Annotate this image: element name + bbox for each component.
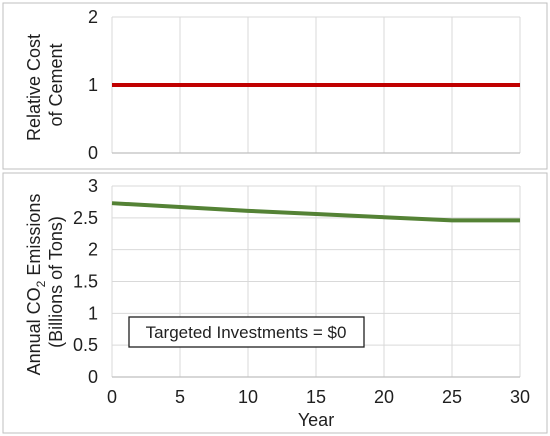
y-tick-label: 0 (88, 143, 98, 163)
y-tick-label: 1 (88, 75, 98, 95)
x-tick-label: 15 (306, 387, 326, 407)
co2-subscript: 2 (34, 280, 48, 287)
y-tick-label: 2.5 (73, 208, 98, 228)
y-tick-label: 2 (88, 7, 98, 27)
bottom-y-axis-label-line2: (Billions of Tons) (46, 216, 66, 348)
x-tick-label: 25 (442, 387, 462, 407)
bottom-x-tick-labels: 0 5 10 15 20 25 30 (107, 387, 530, 407)
x-tick-label: 0 (107, 387, 117, 407)
y-tick-label: 1.5 (73, 272, 98, 292)
annotation-box (128, 316, 365, 348)
bottom-y-axis-label: Annual CO2 Emissions (Billions of Tons) (24, 189, 66, 376)
bottom-y-tick-labels: 0 0.5 1 1.5 2 2.5 3 (73, 176, 98, 387)
bottom-y-axis-label-line1: Annual CO2 Emissions (24, 189, 48, 376)
top-y-axis-label-line2: of Cement (46, 43, 66, 126)
co2-text: Annual CO (24, 287, 44, 375)
x-tick-label: 30 (510, 387, 530, 407)
x-axis-label: Year (298, 410, 334, 430)
annotation-text: Targeted Investments = $0 (146, 323, 347, 342)
bottom-panel-frame (2, 172, 548, 434)
emissions-text: Emissions (24, 194, 44, 281)
y-tick-label: 0 (88, 367, 98, 387)
y-tick-label: 1 (88, 303, 98, 323)
bottom-series-group (111, 201, 520, 223)
y-tick-label: 2 (88, 240, 98, 260)
top-panel-frame (2, 2, 548, 170)
top-y-axis-label-line1: Relative Cost (24, 34, 44, 141)
x-tick-label: 10 (238, 387, 258, 407)
y-tick-label: 0.5 (73, 335, 98, 355)
x-tick-label: 5 (175, 387, 185, 407)
top-y-tick-labels: 0 1 2 (88, 7, 98, 163)
y-tick-label: 3 (88, 176, 98, 196)
top-y-axis-label: Relative Cost of Cement (24, 29, 66, 141)
series-line (111, 201, 520, 223)
x-tick-label: 20 (374, 387, 394, 407)
